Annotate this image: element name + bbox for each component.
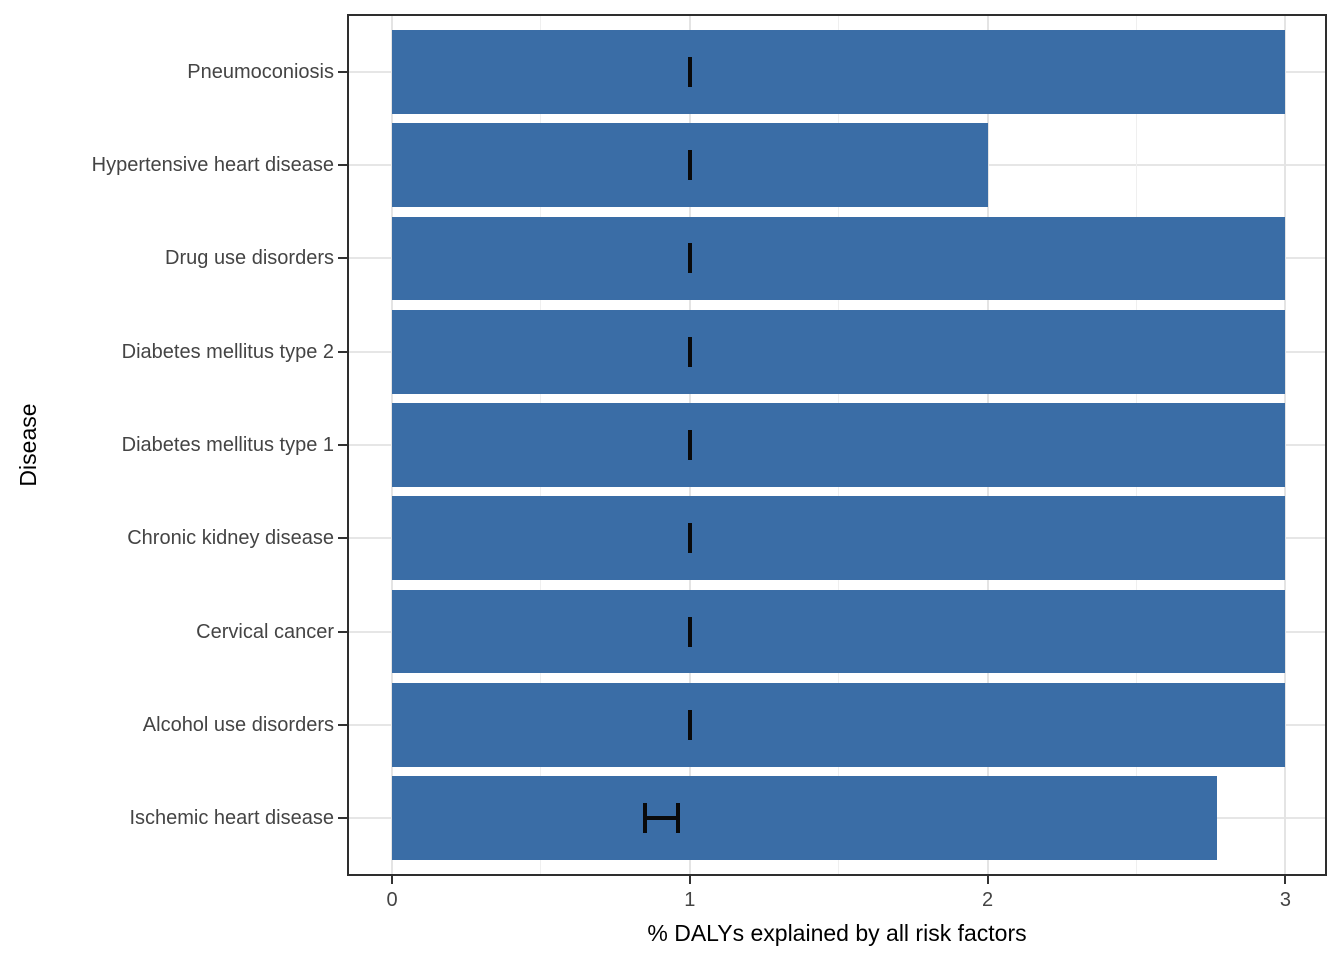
x-tick-mark-1 [688,876,691,884]
errorbar-cap-alcohol-use-disorders [687,709,692,740]
gridline-vertical-major-3 [1284,16,1287,874]
y-tick-label-chronic-kidney-disease: Chronic kidney disease [127,527,334,550]
y-tick-mark-diabetes-mellitus-type-1 [338,444,347,446]
errorbar-cap-ischemic-heart-disease [643,803,648,834]
errorbar-line-ischemic-heart-disease [645,816,678,821]
errorbar-cap-ischemic-heart-disease [675,803,680,834]
bar-diabetes-mellitus-type-2 [392,309,1286,394]
y-tick-mark-ischemic-heart-disease [338,817,347,820]
y-tick-mark-cervical-cancer [338,630,347,633]
y-tick-label-diabetes-mellitus-type-2: Diabetes mellitus type 2 [121,340,334,363]
y-tick-label-diabetes-mellitus-type-1: Diabetes mellitus type 1 [121,434,334,456]
bar-cervical-cancer [392,589,1286,674]
bar-drug-use-disorders [392,216,1286,301]
y-tick-label-hypertensive-heart-disease: Hypertensive heart disease [91,154,334,177]
x-tick-label-1: 1 [684,889,696,911]
y-tick-mark-diabetes-mellitus-type-2 [338,350,347,353]
y-tick-mark-alcohol-use-disorders [338,723,347,726]
errorbar-cap-cervical-cancer [687,616,692,647]
errorbar-cap-hypertensive-heart-disease [687,150,692,181]
y-tick-label-pneumoconiosis: Pneumoconiosis [187,60,334,83]
bar-chronic-kidney-disease [392,496,1286,581]
errorbar-cap-chronic-kidney-disease [687,523,692,554]
errorbar-cap-pneumoconiosis [687,56,692,87]
y-axis-title: Disease [15,403,41,487]
errorbar-cap-diabetes-mellitus-type-1 [687,430,692,460]
y-tick-label-alcohol-use-disorders: Alcohol use disorders [142,713,334,736]
x-tick-mark-3 [1284,876,1287,884]
x-tick-mark-2 [986,876,989,884]
y-tick-mark-chronic-kidney-disease [338,537,347,540]
bar-ischemic-heart-disease [392,776,1217,860]
x-tick-label-3: 3 [1279,889,1291,911]
plot-panel [347,14,1327,876]
errorbar-cap-diabetes-mellitus-type-2 [687,336,692,367]
y-tick-label-drug-use-disorders: Drug use disorders [165,247,334,270]
y-tick-mark-pneumoconiosis [338,70,347,73]
bar-diabetes-mellitus-type-1 [392,403,1286,487]
x-tick-label-0: 0 [386,889,398,911]
errorbar-cap-drug-use-disorders [687,243,692,274]
y-tick-label-ischemic-heart-disease: Ischemic heart disease [129,807,334,830]
y-tick-label-cervical-cancer: Cervical cancer [196,620,334,643]
x-axis-title: % DALYs explained by all risk factors [647,920,1027,946]
y-tick-mark-hypertensive-heart-disease [338,164,347,167]
x-tick-label-2: 2 [982,889,994,911]
x-tick-mark-0 [391,876,393,884]
bar-pneumoconiosis [392,29,1286,114]
y-tick-mark-drug-use-disorders [338,257,347,260]
bar-alcohol-use-disorders [392,682,1286,767]
